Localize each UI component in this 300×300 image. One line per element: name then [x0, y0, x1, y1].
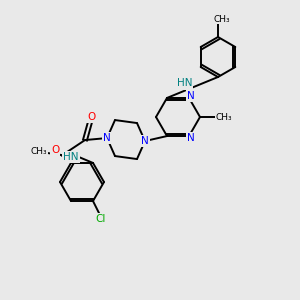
- Text: CH₃: CH₃: [216, 112, 232, 122]
- Text: CH₃: CH₃: [214, 14, 230, 23]
- Text: HN: HN: [177, 79, 192, 88]
- Text: CH₃: CH₃: [31, 147, 47, 156]
- Text: N: N: [141, 136, 149, 146]
- Text: N: N: [103, 133, 111, 143]
- Text: N: N: [187, 91, 195, 101]
- Text: HN: HN: [63, 152, 79, 162]
- Text: O: O: [51, 145, 59, 155]
- Text: N: N: [187, 133, 195, 143]
- Text: O: O: [87, 112, 95, 122]
- Text: Cl: Cl: [96, 214, 106, 224]
